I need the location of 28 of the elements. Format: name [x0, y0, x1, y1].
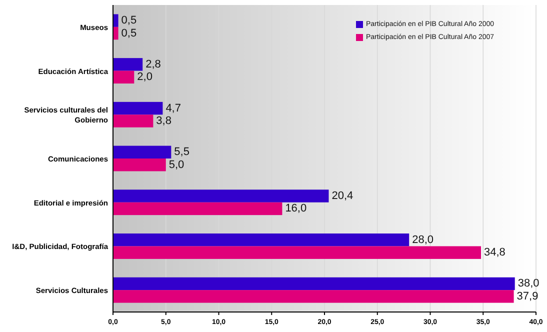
bar [113, 158, 166, 172]
bar [113, 58, 143, 71]
bar [113, 114, 154, 128]
data-label: 28,0 [412, 234, 434, 246]
data-label: 2,8 [146, 58, 161, 70]
bar [113, 26, 118, 40]
bar [113, 246, 482, 259]
data-label: 0,5 [121, 27, 137, 40]
bar [113, 70, 134, 84]
data-label: 37,9 [516, 290, 538, 302]
bar [113, 277, 515, 290]
data-label: 2,0 [137, 71, 152, 84]
data-label: 34,8 [484, 246, 506, 259]
bar [113, 146, 172, 158]
data-label: 5,5 [174, 146, 190, 158]
bar [113, 233, 410, 246]
bar [113, 14, 118, 27]
data-label: 20,4 [332, 190, 354, 202]
bar [113, 290, 514, 303]
data-label: 4,7 [166, 102, 181, 114]
bar [113, 202, 282, 216]
data-label: 16,0 [285, 202, 307, 215]
bar [113, 190, 329, 202]
bar [113, 102, 163, 115]
data-label: 3,8 [156, 115, 172, 127]
data-label: 38,0 [518, 278, 540, 290]
data-label: 0,5 [121, 14, 137, 27]
data-label: 5,0 [168, 158, 184, 171]
